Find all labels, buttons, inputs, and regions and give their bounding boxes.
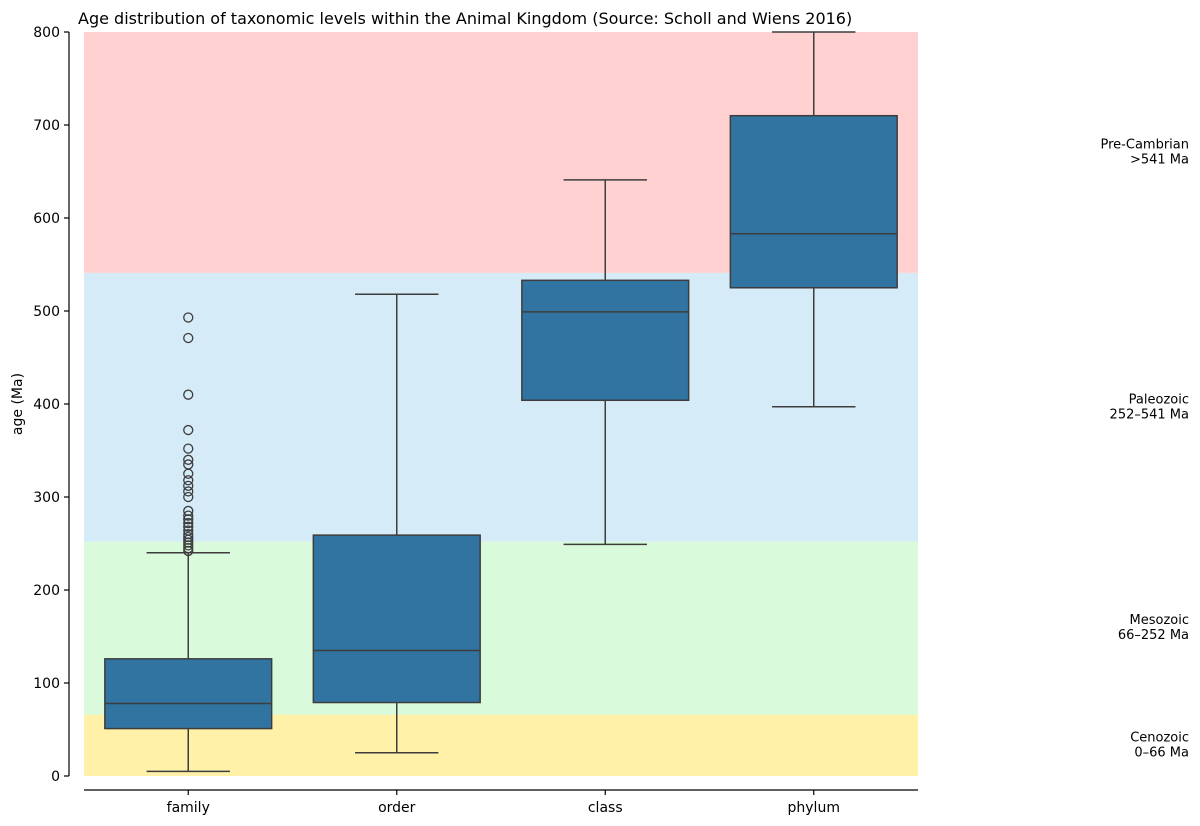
y-tick-label: 800: [33, 25, 60, 41]
x-tick-label: family: [167, 800, 210, 816]
outlier-point: [183, 332, 194, 344]
box-family: [104, 312, 273, 773]
era-label-range: >541 Ma: [1130, 152, 1189, 167]
era-label-range: 252–541 Ma: [1110, 407, 1189, 422]
era-label-name: Mesozoic: [1130, 613, 1189, 628]
iqr-box: [312, 534, 481, 704]
outlier-point: [183, 510, 194, 521]
outlier-point: [183, 424, 194, 436]
outlier-point: [183, 529, 194, 540]
iqr-box: [729, 114, 898, 289]
outlier-point: [183, 525, 194, 536]
outlier-point: [183, 480, 194, 491]
y-tick-label: 100: [33, 676, 60, 692]
era-label-range: 0–66 Ma: [1134, 745, 1189, 760]
iqr-box: [104, 658, 273, 730]
outlier-point: [183, 491, 194, 503]
outlier-point: [183, 389, 194, 400]
outlier-point: [183, 312, 194, 323]
axes: 0 100 200 300 400 500 600 700 800 family order clas…: [33, 25, 918, 816]
y-tick-label: 300: [33, 490, 60, 506]
y-tick-label: 600: [33, 211, 60, 227]
era-label-range: 66–252 Ma: [1118, 628, 1189, 643]
era-label-name: Pre-Cambrian: [1101, 137, 1189, 152]
outlier-point: [183, 531, 194, 543]
outlier-point: [183, 486, 194, 497]
outlier-point: [183, 443, 194, 454]
box-class: [521, 179, 690, 546]
era-label-name: Paleozoic: [1129, 392, 1189, 407]
outlier-point: [183, 454, 194, 465]
chart-title: Age distribution of taxonomic levels wit…: [78, 9, 852, 28]
y-tick-label: 400: [33, 397, 60, 413]
y-axis-label: age (Ma): [10, 373, 26, 435]
y-tick-label: 200: [33, 583, 60, 599]
box-phylum: [729, 31, 898, 408]
iqr-box: [521, 279, 690, 402]
outlier-point: [183, 459, 194, 470]
outlier-point: [183, 505, 194, 517]
y-tick-label: 500: [33, 304, 60, 320]
y-tick-label: 0: [51, 769, 60, 785]
boxes-group: [104, 31, 898, 773]
outlier-point: [183, 521, 194, 532]
era-label-name: Cenozoic: [1130, 730, 1189, 745]
x-tick-label: order: [378, 800, 416, 816]
outlier-point: [183, 475, 194, 486]
x-tick-label: phylum: [788, 800, 840, 816]
x-tick-label: class: [588, 800, 623, 816]
box-order: [312, 293, 481, 754]
y-tick-label: 700: [33, 118, 60, 134]
outlier-point: [183, 517, 194, 529]
